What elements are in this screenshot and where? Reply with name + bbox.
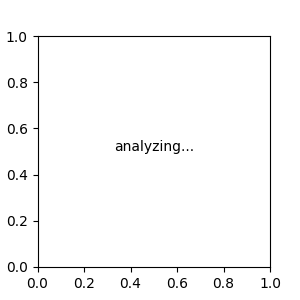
Text: analyzing...: analyzing... bbox=[114, 140, 194, 154]
